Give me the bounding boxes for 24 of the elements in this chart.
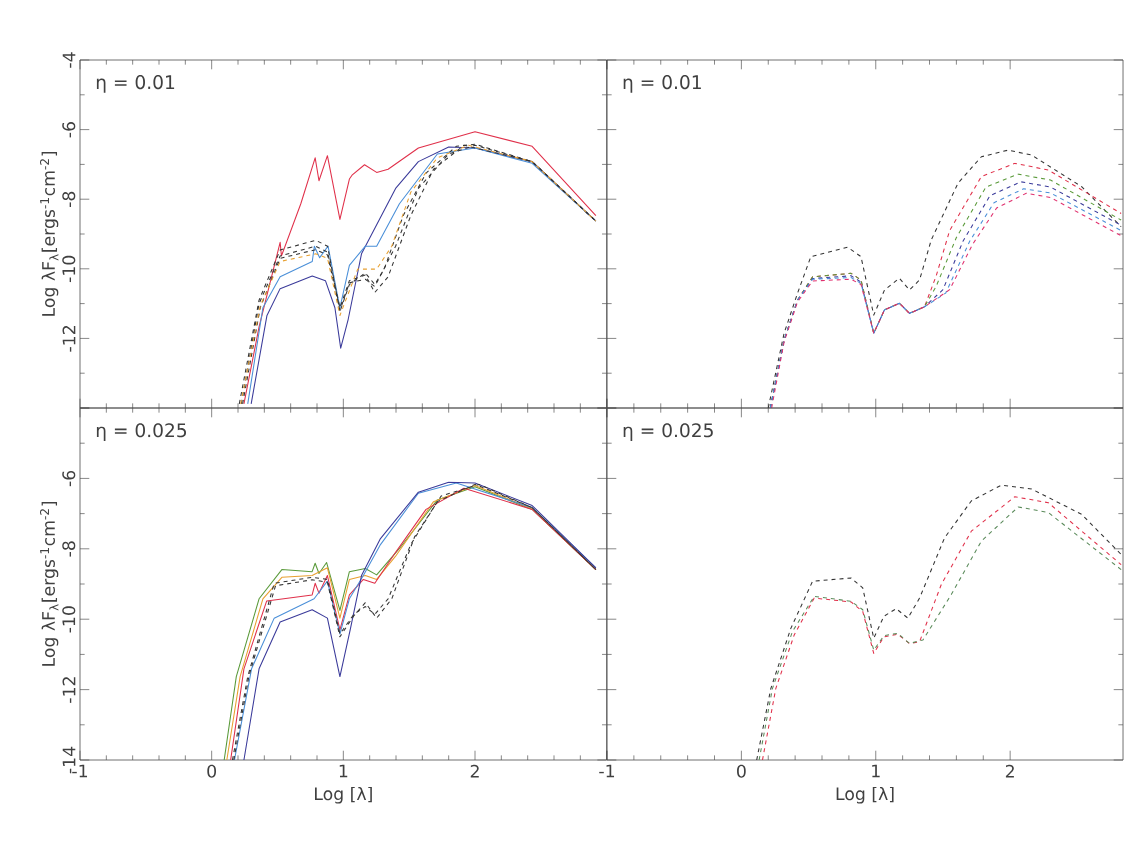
y-tick-label: -8 — [62, 541, 76, 557]
x-tick-label: 1 — [339, 764, 348, 778]
y-tick-label: -12 — [62, 326, 76, 352]
y-axis-title: Log λF$_{λ}$[ergs$^{-1}$cm$^{-2}$] — [40, 152, 59, 316]
y-tick-label: -6 — [62, 122, 76, 138]
x-tick-label: -1 — [599, 764, 615, 778]
y-tick-label: -4 — [62, 52, 76, 68]
x-tick-label: 1 — [872, 764, 880, 778]
x-tick-label: 0 — [207, 764, 217, 778]
y-tick-label: -12 — [62, 677, 76, 703]
x-tick-label: 2 — [470, 764, 479, 778]
y-tick-label: -10 — [62, 606, 76, 633]
x-axis-title: Log [λ] — [315, 786, 372, 804]
y-tick-label: -6 — [62, 470, 76, 487]
x-tick-label: 2 — [1005, 764, 1014, 778]
annotation: η = 0.025 — [623, 423, 713, 441]
y-tick-label: -8 — [62, 191, 76, 207]
annotation: η = 0.025 — [96, 423, 187, 441]
x-tick-label: 0 — [737, 764, 746, 778]
x-axis-title: Log [λ] — [836, 786, 894, 804]
annotation: η = 0.01 — [96, 75, 175, 93]
annotation: η = 0.01 — [623, 75, 701, 93]
y-tick-label: -10 — [62, 255, 76, 283]
y-axis-title: Log λF$_{λ}$[ergs$^{-1}$cm$^{-2}$] — [40, 502, 59, 666]
